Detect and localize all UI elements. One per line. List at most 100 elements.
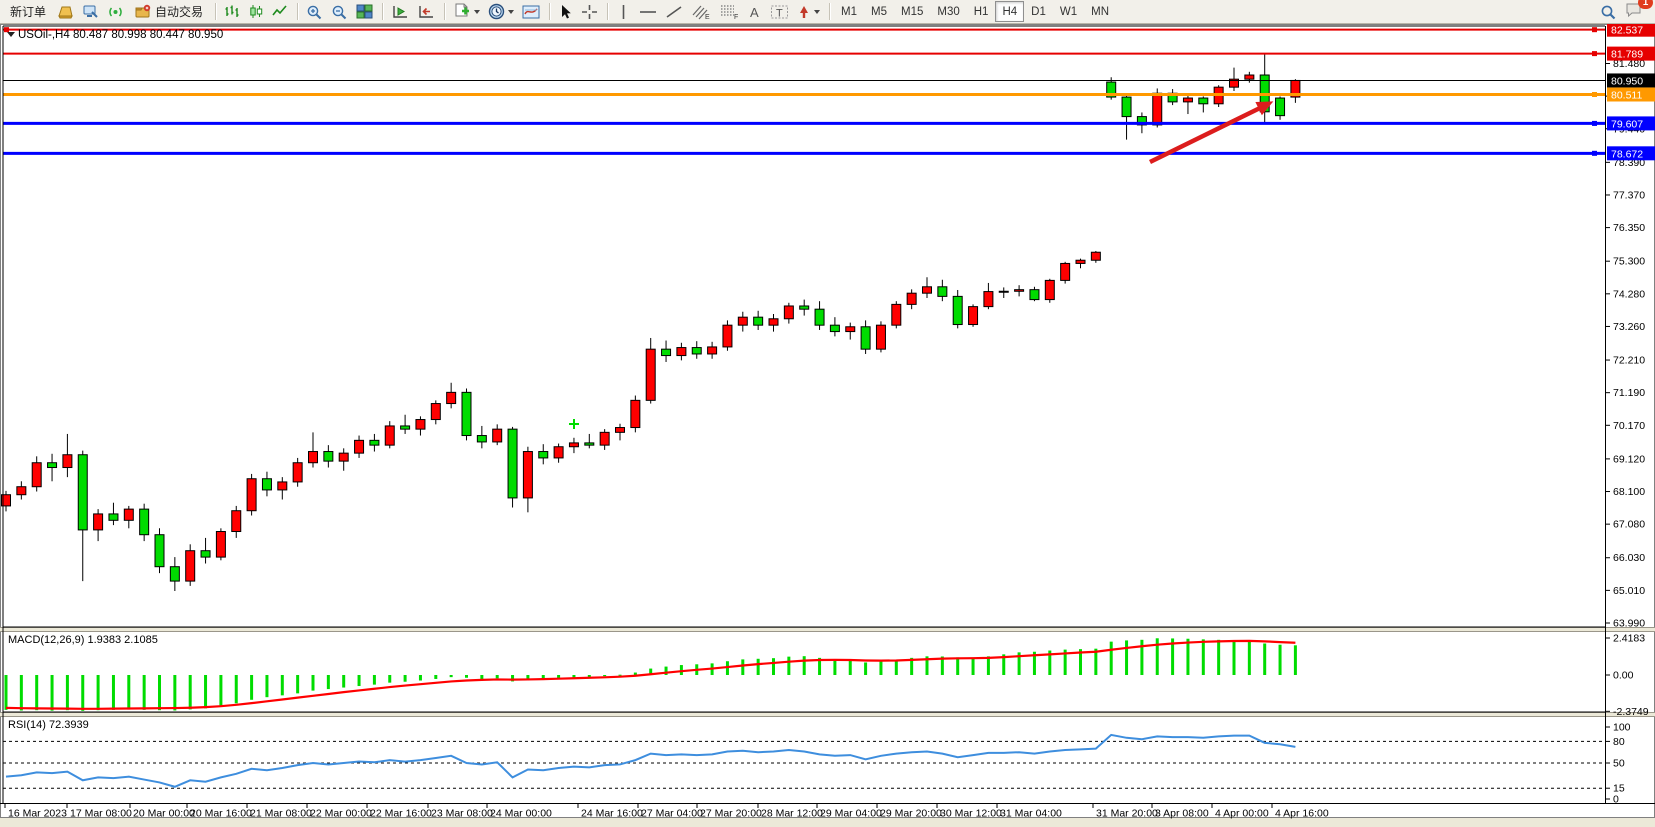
svg-text:0: 0: [1613, 794, 1619, 806]
tile-windows-button[interactable]: [352, 1, 377, 22]
new-order-button[interactable]: 新订单: [3, 1, 53, 22]
price-axis[interactable]: 81.48080.46079.44078.39077.37076.35075.3…: [1606, 24, 1655, 806]
zoom-in-button[interactable]: [302, 1, 327, 22]
candles-layer[interactable]: [1, 53, 1301, 592]
chart-window: USOil-,H4 80.487 80.998 80.447 80.950 MA…: [0, 24, 1655, 821]
clock-icon: [488, 3, 505, 20]
zoom-out-button[interactable]: [327, 1, 352, 22]
toolbar-separator: [607, 3, 609, 20]
horizontal-lines-layer[interactable]: [3, 27, 1605, 156]
autotrade-icon: [135, 4, 151, 18]
svg-text:T: T: [776, 7, 783, 19]
templates-button[interactable]: [518, 1, 544, 22]
timeframe-h1-button[interactable]: H1: [967, 1, 996, 22]
timeframe-m5-button[interactable]: M5: [864, 1, 894, 22]
svg-text:28 Mar 12:00: 28 Mar 12:00: [761, 808, 823, 820]
svg-text:69.120: 69.120: [1613, 453, 1645, 465]
svg-text:3 Apr 08:00: 3 Apr 08:00: [1155, 808, 1209, 820]
terminal-profile-icon: [83, 5, 98, 18]
svg-text:24 Mar 00:00: 24 Mar 00:00: [490, 808, 552, 820]
vertical-line-tool-button[interactable]: [612, 1, 635, 22]
timeframe-m30-button[interactable]: M30: [930, 1, 966, 22]
svg-text:81.480: 81.480: [1613, 58, 1645, 70]
macd-label: MACD(12,26,9) 1.9383 2.1085: [8, 634, 158, 646]
svg-text:0.00: 0.00: [1613, 670, 1634, 682]
text-tool-button[interactable]: A: [743, 1, 766, 22]
svg-text:80.950: 80.950: [1611, 75, 1643, 87]
zoom-in-icon: [307, 5, 322, 19]
arrows-tool-button[interactable]: [793, 1, 824, 22]
auto-scroll-button[interactable]: [387, 1, 413, 22]
fibonacci-icon: F: [721, 5, 738, 20]
chart-shift-button[interactable]: [413, 1, 439, 22]
svg-text:21 Mar 08:00: 21 Mar 08:00: [250, 808, 312, 820]
timeframe-d1-button[interactable]: D1: [1024, 1, 1053, 22]
svg-text:75.300: 75.300: [1613, 256, 1645, 268]
svg-text:71.190: 71.190: [1613, 387, 1645, 399]
svg-text:29 Mar 04:00: 29 Mar 04:00: [820, 808, 882, 820]
svg-text:23 Mar 08:00: 23 Mar 08:00: [431, 808, 493, 820]
indicators-button[interactable]: [449, 1, 484, 22]
fibonacci-tool-button[interactable]: F: [715, 1, 743, 22]
equidistant-channel-icon: E: [692, 5, 710, 20]
line-chart-mode-button[interactable]: [268, 1, 292, 22]
toolbar-separator: [382, 3, 384, 20]
charts-gold-icon[interactable]: [53, 1, 78, 22]
svg-text:24 Mar 16:00: 24 Mar 16:00: [581, 808, 643, 820]
svg-text:E: E: [705, 14, 710, 20]
candlestick-mode-button[interactable]: [244, 1, 268, 22]
svg-text:65.010: 65.010: [1613, 585, 1645, 597]
autotrade-label: 自动交易: [155, 5, 204, 19]
candlestick-icon: [250, 5, 263, 18]
dropdown-caret: [474, 9, 481, 14]
periods-button[interactable]: [484, 1, 518, 22]
symbol-dropdown-icon[interactable]: [7, 32, 15, 37]
svg-text:A: A: [750, 5, 759, 20]
rsi-panel[interactable]: [3, 733, 1605, 789]
svg-text:4 Apr 16:00: 4 Apr 16:00: [1275, 808, 1329, 820]
svg-text:50: 50: [1613, 758, 1625, 770]
svg-text:30 Mar 12:00: 30 Mar 12:00: [940, 808, 1002, 820]
timeframe-mn-button[interactable]: MN: [1084, 1, 1116, 22]
toolbar-separator: [444, 3, 446, 20]
panel-separator[interactable]: [0, 627, 1655, 632]
text-label-icon: T: [771, 5, 789, 19]
dropdown-caret: [508, 9, 515, 14]
svg-text:31 Mar 04:00: 31 Mar 04:00: [1000, 808, 1062, 820]
svg-text:27 Mar 04:00: 27 Mar 04:00: [641, 808, 703, 820]
timeframe-m15-button[interactable]: M15: [894, 1, 930, 22]
macd-panel[interactable]: [4, 638, 1297, 711]
panel-separator[interactable]: [0, 712, 1655, 717]
cursor-tool-button[interactable]: [554, 1, 577, 22]
label-tool-button[interactable]: T: [766, 1, 793, 22]
svg-text:15: 15: [1613, 783, 1625, 795]
horizontal-line-tool-button[interactable]: [635, 1, 661, 22]
profile-button[interactable]: [78, 1, 103, 22]
trendline-tool-button[interactable]: [661, 1, 687, 22]
svg-text:67.080: 67.080: [1613, 519, 1645, 531]
svg-text:63.990: 63.990: [1613, 618, 1645, 630]
main-panel-background[interactable]: [3, 26, 1605, 627]
svg-text:100: 100: [1613, 722, 1631, 734]
search-button[interactable]: [1596, 1, 1621, 22]
svg-text:2.4183: 2.4183: [1613, 633, 1645, 645]
timeframe-h4-button[interactable]: H4: [995, 1, 1025, 22]
svg-text:68.100: 68.100: [1613, 486, 1645, 498]
svg-text:-2.3749: -2.3749: [1613, 706, 1649, 718]
svg-text:16 Mar 2023: 16 Mar 2023: [8, 808, 67, 820]
equidistant-channel-tool-button[interactable]: E: [687, 1, 715, 22]
gold-document-icon: [58, 6, 73, 19]
crosshair-tool-button[interactable]: [577, 1, 602, 22]
signal-button[interactable]: [103, 1, 128, 22]
vertical-line-icon: [622, 4, 625, 19]
timeframe-m1-button[interactable]: M1: [834, 1, 864, 22]
chart-canvas[interactable]: USOil-,H4 80.487 80.998 80.447 80.950 MA…: [0, 24, 1655, 821]
annotations-layer[interactable]: [1149, 101, 1274, 165]
svg-text:70.170: 70.170: [1613, 420, 1645, 432]
timeframe-w1-button[interactable]: W1: [1053, 1, 1084, 22]
bar-chart-mode-button[interactable]: [220, 1, 244, 22]
autotrade-button[interactable]: 自动交易: [128, 1, 210, 22]
svg-text:29 Mar 20:00: 29 Mar 20:00: [880, 808, 942, 820]
horizontal-line-icon: [640, 10, 657, 13]
